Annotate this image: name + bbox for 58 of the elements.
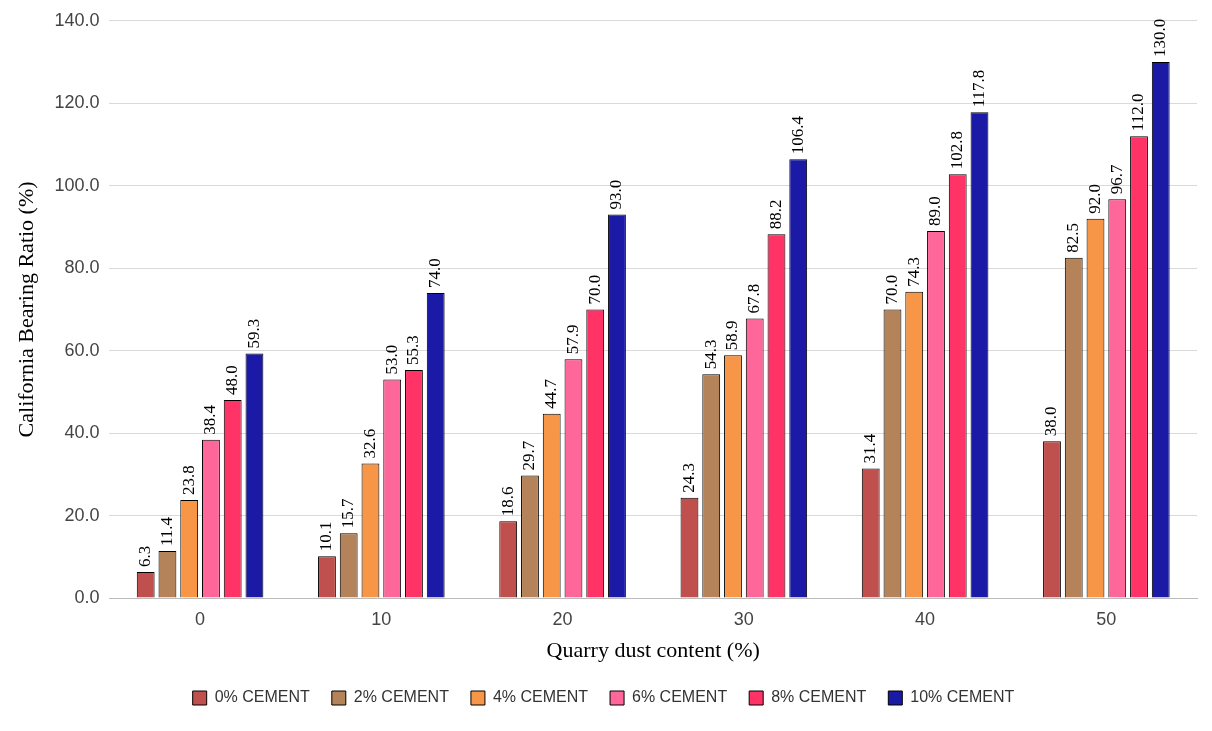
y-tick-label: 60.0 bbox=[64, 339, 100, 360]
data-label: 6.3 bbox=[135, 545, 155, 568]
x-tick-label: 30 bbox=[733, 608, 754, 629]
data-label: 10.1 bbox=[316, 521, 336, 552]
legend-label: 4% CEMENT bbox=[492, 688, 589, 706]
data-label: 67.8 bbox=[744, 283, 764, 314]
data-label: 53.0 bbox=[381, 344, 401, 375]
data-label: 106.4 bbox=[787, 115, 807, 155]
data-label: 48.0 bbox=[222, 365, 242, 396]
data-label: 57.9 bbox=[562, 324, 582, 355]
data-label: 32.6 bbox=[359, 428, 379, 459]
data-label: 58.9 bbox=[722, 320, 742, 351]
data-label: 112.0 bbox=[1128, 93, 1148, 132]
x-tick-label: 10 bbox=[371, 608, 392, 629]
data-label: 15.7 bbox=[338, 498, 358, 529]
legend-label: 2% CEMENT bbox=[353, 688, 450, 706]
data-label: 88.2 bbox=[765, 199, 785, 230]
data-label: 102.8 bbox=[947, 130, 967, 170]
data-label: 92.0 bbox=[1084, 183, 1104, 214]
legend-label: 8% CEMENT bbox=[771, 688, 867, 706]
legend-label: 10% CEMENT bbox=[910, 688, 1015, 706]
y-tick-label: 120.0 bbox=[54, 92, 100, 113]
y-tick-label: 140.0 bbox=[54, 9, 100, 30]
data-label: 24.3 bbox=[678, 463, 698, 493]
data-label: 74.0 bbox=[425, 258, 445, 288]
data-label: 89.0 bbox=[925, 196, 945, 227]
x-tick-label: 0 bbox=[195, 608, 206, 629]
x-tick-label: 50 bbox=[1096, 608, 1117, 629]
x-tick-label: 40 bbox=[915, 608, 936, 629]
data-label: 117.8 bbox=[968, 69, 988, 108]
data-label: 74.3 bbox=[903, 256, 923, 287]
y-tick-label: 0.0 bbox=[74, 586, 100, 607]
y-tick-label: 100.0 bbox=[54, 174, 100, 195]
data-label: 70.0 bbox=[881, 274, 901, 305]
data-label: 130.0 bbox=[1150, 18, 1170, 58]
legend-label: 0% CEMENT bbox=[214, 688, 311, 706]
data-label: 54.3 bbox=[700, 339, 720, 370]
data-label: 18.6 bbox=[497, 486, 517, 517]
data-label: 55.3 bbox=[403, 335, 423, 366]
data-label: 44.7 bbox=[541, 378, 561, 409]
y-tick-label: 40.0 bbox=[64, 422, 100, 443]
x-tick-label: 20 bbox=[552, 608, 573, 629]
data-label: 93.0 bbox=[606, 179, 626, 210]
data-label: 31.4 bbox=[860, 433, 880, 464]
data-label: 23.8 bbox=[178, 465, 198, 495]
x-axis-title: Quarry dust content (%) bbox=[546, 636, 760, 662]
data-label: 82.5 bbox=[1063, 223, 1083, 253]
data-label: 70.0 bbox=[584, 274, 604, 305]
data-label: 38.0 bbox=[1041, 406, 1061, 437]
legend-label: 6% CEMENT bbox=[632, 688, 728, 706]
data-label: 29.7 bbox=[519, 440, 539, 471]
data-label: 96.7 bbox=[1106, 164, 1126, 195]
y-tick-label: 80.0 bbox=[64, 257, 100, 278]
y-tick-label: 20.0 bbox=[64, 504, 100, 525]
data-label: 38.4 bbox=[200, 404, 220, 435]
y-axis-title: California Bearing Ratio (%) bbox=[12, 181, 38, 438]
data-label: 11.4 bbox=[156, 516, 176, 546]
data-label: 59.3 bbox=[243, 318, 263, 349]
